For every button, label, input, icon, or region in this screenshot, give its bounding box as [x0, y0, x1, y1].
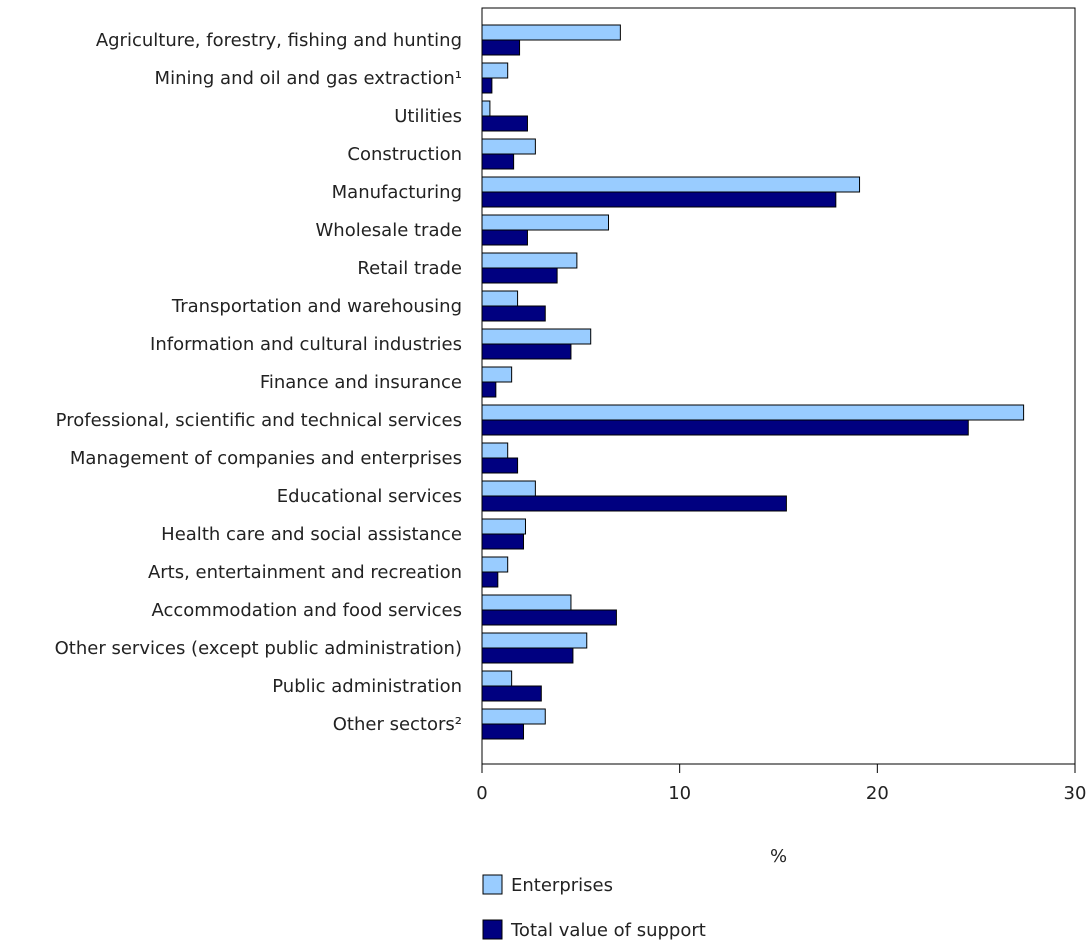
category-label: Construction — [347, 144, 462, 165]
category-labels: Agriculture, forestry, fishing and hunti… — [55, 30, 462, 735]
bar-enterprises-11 — [481, 442, 509, 459]
category-label: Manufacturing — [332, 182, 462, 203]
category-label: Transportation and warehousing — [171, 296, 462, 317]
bar-total-value-5 — [481, 229, 528, 246]
bar-enterprises-8 — [481, 328, 592, 345]
bar-total-value-12 — [481, 495, 787, 512]
bar-enterprises-7 — [481, 290, 519, 307]
bar-total-value-10 — [481, 419, 969, 436]
legend-swatch — [482, 874, 503, 895]
legend-swatch — [482, 919, 503, 940]
bar-enterprises-0 — [481, 24, 621, 41]
bar-total-value-3 — [481, 153, 515, 170]
bar-enterprises-17 — [481, 670, 513, 687]
bar-total-value-14 — [481, 571, 499, 588]
bar-total-value-9 — [481, 381, 497, 398]
bar-total-value-8 — [481, 343, 572, 360]
bar-enterprises-9 — [481, 366, 513, 383]
bar-total-value-2 — [481, 115, 528, 132]
bar-total-value-7 — [481, 305, 546, 322]
x-tick-label: 30 — [1064, 783, 1087, 804]
bar-enterprises-10 — [481, 404, 1025, 421]
legend-label: Total value of support — [510, 920, 706, 941]
x-tick-label: 20 — [866, 783, 889, 804]
axes-layer — [481, 7, 1076, 773]
legend-label: Enterprises — [511, 875, 613, 896]
bar-enterprises-14 — [481, 556, 509, 573]
category-label: Mining and oil and gas extraction¹ — [155, 68, 462, 89]
bar-enterprises-6 — [481, 252, 578, 269]
bar-total-value-13 — [481, 533, 525, 550]
bar-total-value-15 — [481, 609, 617, 626]
bar-enterprises-15 — [481, 594, 572, 611]
x-axis-title: % — [770, 846, 787, 867]
category-label: Other sectors² — [333, 714, 462, 735]
bar-enterprises-2 — [481, 100, 491, 117]
bar-total-value-6 — [481, 267, 558, 284]
bars-layer — [481, 24, 1025, 740]
category-label: Public administration — [272, 676, 462, 697]
bar-total-value-4 — [481, 191, 837, 208]
x-tick-label: 10 — [668, 783, 691, 804]
legend: Enterprises Total value of support — [482, 874, 706, 941]
bar-enterprises-18 — [481, 708, 546, 725]
bar-total-value-18 — [481, 723, 525, 740]
category-label: Finance and insurance — [260, 372, 462, 393]
category-label: Utilities — [394, 106, 462, 127]
plot-frame — [481, 7, 1076, 765]
category-label: Accommodation and food services — [152, 600, 463, 621]
bar-enterprises-1 — [481, 62, 509, 79]
bar-enterprises-5 — [481, 214, 610, 231]
bar-total-value-11 — [481, 457, 519, 474]
bar-enterprises-13 — [481, 518, 526, 535]
bar-enterprises-12 — [481, 480, 536, 497]
category-label: Educational services — [277, 486, 462, 507]
x-tick-label: 0 — [476, 783, 487, 804]
bar-total-value-1 — [481, 77, 493, 94]
bar-enterprises-3 — [481, 138, 536, 155]
category-label: Arts, entertainment and recreation — [148, 562, 462, 583]
category-label: Health care and social assistance — [161, 524, 462, 545]
category-label: Information and cultural industries — [150, 334, 462, 355]
category-label: Other services (except public administra… — [55, 638, 462, 659]
bar-total-value-16 — [481, 647, 574, 664]
bar-enterprises-16 — [481, 632, 588, 649]
category-label: Management of companies and enterprises — [70, 448, 462, 469]
bar-total-value-0 — [481, 39, 521, 56]
x-tick-labels: 0 10 20 30 — [476, 783, 1086, 804]
bar-total-value-17 — [481, 685, 542, 702]
category-label: Wholesale trade — [316, 220, 463, 241]
bar-enterprises-4 — [481, 176, 861, 193]
category-label: Retail trade — [357, 258, 462, 279]
category-label: Professional, scientific and technical s… — [56, 410, 462, 431]
category-label: Agriculture, forestry, fishing and hunti… — [96, 30, 462, 51]
